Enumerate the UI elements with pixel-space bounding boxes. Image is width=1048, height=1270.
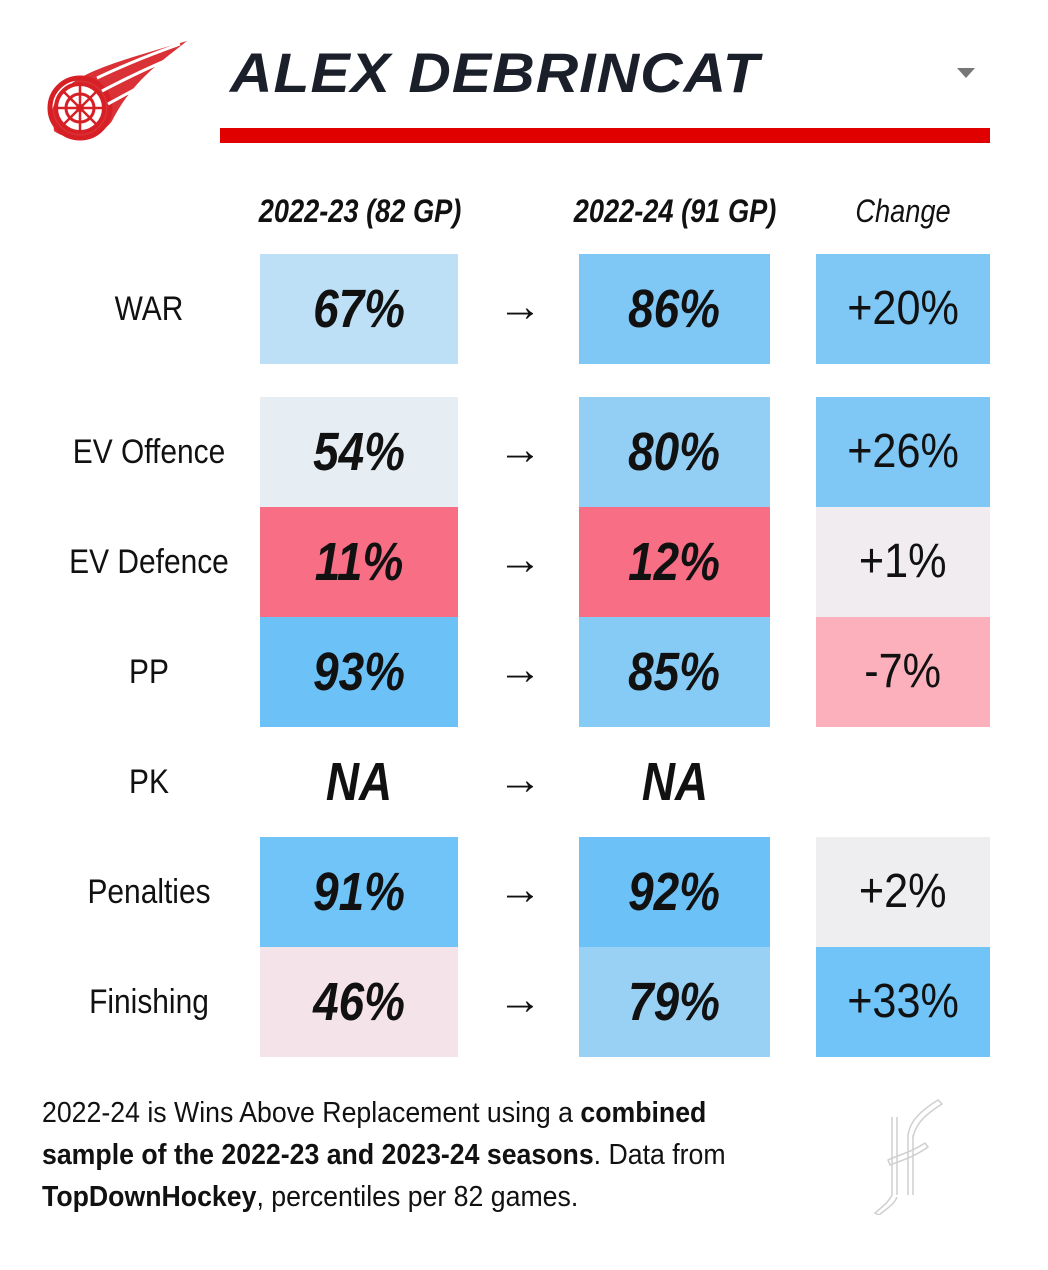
change-value: +26% <box>847 425 959 478</box>
season1-value: 11% <box>314 532 404 592</box>
season2-value-cell: 80% <box>579 397 770 507</box>
row-label: WAR <box>114 290 184 328</box>
table-row: Finishing 46% → 79% +33% <box>0 947 1048 1057</box>
season1-value-cell: 46% <box>260 947 458 1057</box>
change-value: +33% <box>847 975 959 1028</box>
change-value-cell <box>816 727 990 837</box>
row-label: PP <box>129 653 169 691</box>
row-label: Penalties <box>87 873 211 911</box>
season1-value-cell: 11% <box>260 507 458 617</box>
arrow-right-icon: → <box>498 865 542 914</box>
season2-value: 79% <box>628 972 721 1032</box>
table-row: PP 93% → 85% -7% <box>0 617 1048 727</box>
footnote-source: TopDownHockey <box>42 1181 257 1213</box>
table-row: EV Defence 11% → 12% +1% <box>0 507 1048 617</box>
season2-value-cell: 86% <box>579 254 770 364</box>
column-header-season2: 2022-24 (91 GP) <box>573 193 777 229</box>
change-value: +1% <box>859 535 947 588</box>
team-logo-icon <box>42 36 192 146</box>
row-label: EV Defence <box>69 543 229 581</box>
season2-value: 85% <box>628 642 721 702</box>
change-value: +2% <box>859 865 947 918</box>
change-value-cell: -7% <box>816 617 990 727</box>
season1-value-cell: 93% <box>260 617 458 727</box>
footnote-text-2: . Data from <box>593 1139 726 1171</box>
change-value-cell: +26% <box>816 397 990 507</box>
change-value: -7% <box>864 645 942 698</box>
row-label: PK <box>129 763 169 801</box>
column-header-change: Change <box>855 193 951 229</box>
footnote-bold-1: combined sample of the 2022-23 and 2023-… <box>42 1097 707 1171</box>
season2-value-cell: 12% <box>579 507 770 617</box>
season2-value-cell: 85% <box>579 617 770 727</box>
season1-value: 46% <box>313 972 405 1032</box>
footnote: 2022-24 is Wins Above Replacement using … <box>42 1092 778 1218</box>
signature-logo-icon <box>870 1095 950 1216</box>
arrow-right-icon: → <box>498 755 542 804</box>
footnote-text-1: 2022-24 is Wins Above Replacement using … <box>42 1097 581 1129</box>
row-label: EV Offence <box>72 433 226 471</box>
season2-value: 86% <box>628 279 721 339</box>
table-row: Penalties 91% → 92% +2% <box>0 837 1048 947</box>
season1-value-cell: 91% <box>260 837 458 947</box>
season1-value: 54% <box>313 422 405 482</box>
season2-value: NA <box>641 752 708 812</box>
footnote-text-3: , percentiles per 82 games. <box>256 1181 579 1213</box>
season1-value: 93% <box>313 642 405 702</box>
change-value: +20% <box>847 282 959 335</box>
column-header-season1: 2022-23 (82 GP) <box>258 193 462 229</box>
arrow-right-icon: → <box>498 975 542 1024</box>
season1-value-cell: NA <box>260 727 458 837</box>
season2-value-cell: NA <box>579 727 770 837</box>
season2-value-cell: 79% <box>579 947 770 1057</box>
season2-value: 12% <box>628 532 721 592</box>
change-value-cell: +33% <box>816 947 990 1057</box>
arrow-right-icon: → <box>498 425 542 474</box>
change-value-cell: +20% <box>816 254 990 364</box>
chevron-down-icon[interactable] <box>957 68 975 78</box>
arrow-right-icon: → <box>498 645 542 694</box>
player-name-title: ALEX DEBRINCAT <box>230 41 760 104</box>
row-label: Finishing <box>89 983 209 1021</box>
change-value-cell: +2% <box>816 837 990 947</box>
season1-value-cell: 67% <box>260 254 458 364</box>
table-row: WAR 67% → 86% +20% <box>0 254 1048 364</box>
season2-value: 92% <box>628 862 721 922</box>
season1-value: NA <box>325 752 393 812</box>
season2-value: 80% <box>628 422 721 482</box>
change-value-cell: +1% <box>816 507 990 617</box>
title-underline-bar <box>220 128 990 143</box>
table-row: PK NA → NA <box>0 727 1048 837</box>
arrow-right-icon: → <box>498 535 542 584</box>
season1-value: 67% <box>313 279 405 339</box>
arrow-right-icon: → <box>498 282 542 331</box>
season2-value-cell: 92% <box>579 837 770 947</box>
table-row: EV Offence 54% → 80% +26% <box>0 397 1048 507</box>
season1-value: 91% <box>313 862 405 922</box>
season1-value-cell: 54% <box>260 397 458 507</box>
